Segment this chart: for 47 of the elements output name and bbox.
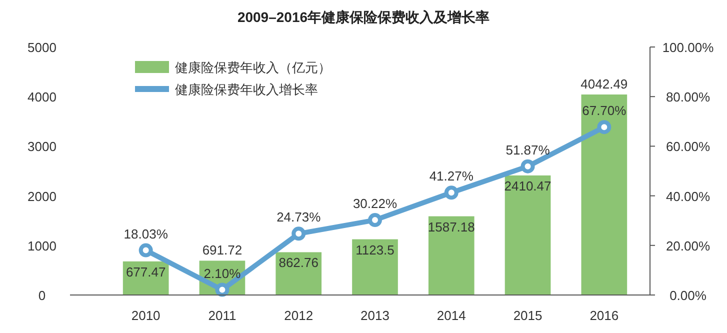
data-label: 41.27%: [429, 168, 474, 184]
y2-tick-label: 0.00%: [670, 288, 707, 303]
data-label: 30.22%: [352, 196, 398, 212]
point: [520, 159, 535, 174]
y2-tick-label: 80.00%: [666, 90, 710, 105]
bar: [581, 94, 628, 295]
point: [597, 120, 612, 134]
bar: [276, 252, 322, 295]
bar: [428, 216, 474, 295]
x-tick-label: 2016: [590, 308, 619, 323]
data-label: 1123.5: [356, 242, 394, 258]
y-tick-label: 4000: [28, 90, 56, 105]
chart-title: 2009–2016年健康保险保费收入及增长率: [237, 9, 490, 25]
point: [444, 186, 458, 200]
data-label: 51.87%: [506, 142, 550, 158]
data-label: 677.47: [126, 264, 166, 280]
y2-tick-label: 60.00%: [666, 139, 710, 154]
data-label: 691.72: [202, 242, 242, 258]
y-tick-label: 5000: [28, 40, 56, 55]
y2-tick-label: 40.00%: [666, 188, 710, 204]
data-label: 1587.18: [428, 219, 475, 234]
data-label: 2.10%: [204, 266, 242, 281]
bar: [352, 239, 398, 295]
point: [138, 243, 153, 258]
x-tick-label: 2011: [208, 308, 236, 323]
y-tick-label: 0: [38, 288, 46, 303]
y-tick-label: 1000: [28, 238, 56, 254]
legend-label: 健康险保费年收入（亿元）: [175, 60, 331, 75]
x-tick-label: 2010: [131, 308, 160, 323]
point: [292, 226, 306, 241]
x-tick-label: 2013: [360, 308, 390, 323]
data-label: 4042.49: [580, 76, 628, 92]
x-tick-label: 2015: [513, 308, 542, 323]
data-label: 67.70%: [582, 103, 627, 118]
y2-tick-label: 100.00%: [662, 40, 714, 55]
legend-label: 健康险保费年收入增长率: [175, 82, 318, 97]
y2-tick-label: 20.00%: [666, 238, 710, 254]
data-label: 24.73%: [276, 210, 322, 225]
y-tick-label: 3000: [28, 139, 56, 154]
x-tick-label: 2012: [284, 308, 314, 323]
x-tick-label: 2014: [436, 308, 466, 323]
y-tick-label: 2000: [28, 188, 56, 204]
bar: [504, 175, 551, 295]
point: [215, 282, 230, 297]
data-label: 862.76: [278, 255, 318, 270]
point: [368, 213, 382, 228]
data-label: 18.03%: [124, 226, 168, 242]
